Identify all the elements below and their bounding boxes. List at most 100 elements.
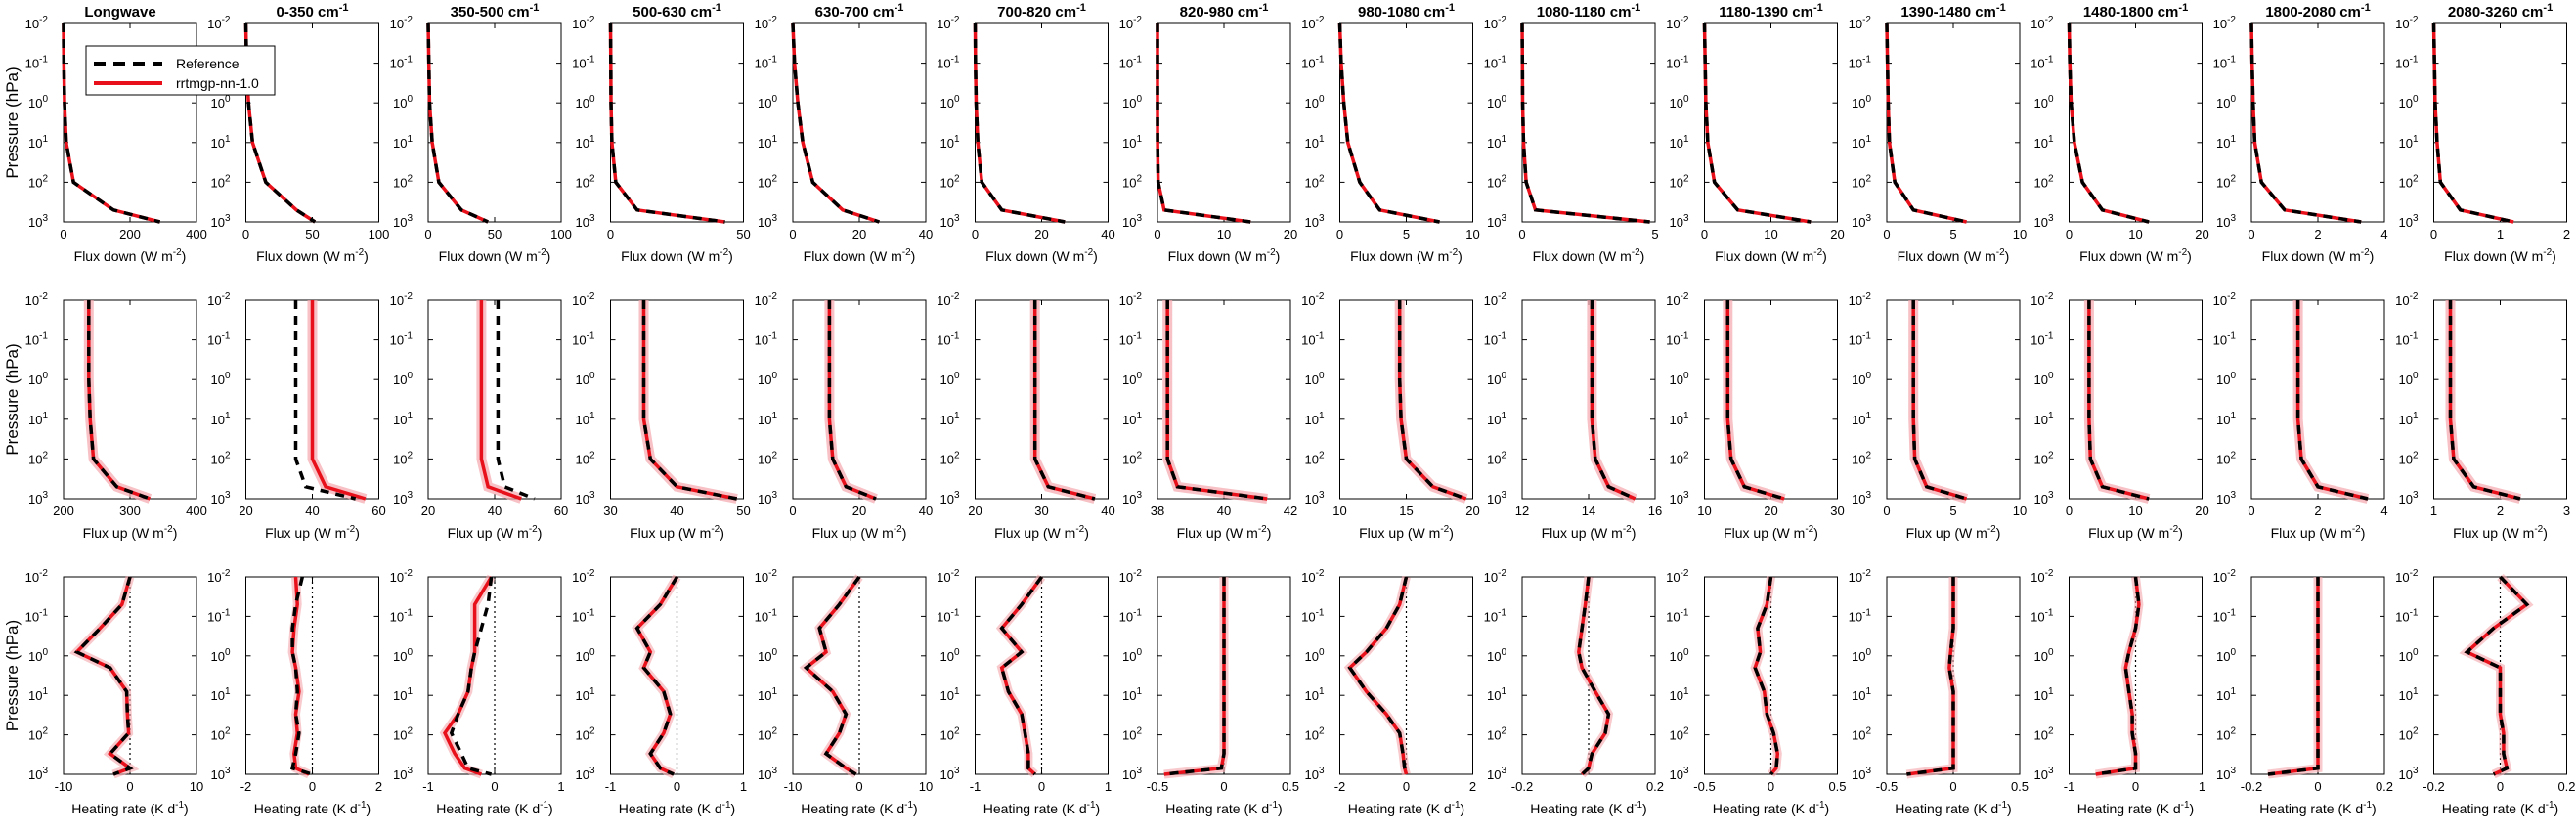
y-tick-label-exponent: -1 bbox=[2045, 331, 2054, 342]
y-tick-label-exponent: 2 bbox=[1501, 173, 1506, 184]
y-tick-label-base: 10 bbox=[937, 17, 950, 31]
y-tick-label: 102 bbox=[28, 726, 48, 743]
y-tick-label-base: 10 bbox=[390, 609, 404, 624]
y-tick-label: 10-2 bbox=[1301, 291, 1325, 308]
x-axis-label-part: Heating rate (K d bbox=[1530, 801, 1634, 816]
model-line bbox=[2249, 22, 2362, 224]
x-axis-label-part: -2 bbox=[2352, 524, 2361, 535]
y-tick-label-exponent: 2 bbox=[42, 450, 48, 460]
y-tick-label-base: 10 bbox=[937, 293, 950, 308]
x-tick-label: 2 bbox=[375, 779, 382, 794]
y-tick-label-base: 10 bbox=[1487, 215, 1501, 230]
y-tick-label: 103 bbox=[575, 213, 594, 230]
y-tick-label: 10-2 bbox=[2030, 15, 2054, 31]
reference-line bbox=[1911, 300, 1968, 501]
reference-line bbox=[2295, 300, 2369, 501]
y-tick-label-exponent: 1 bbox=[771, 686, 777, 697]
y-tick-label-exponent: -1 bbox=[1498, 331, 1506, 342]
y-tick-label-base: 10 bbox=[1666, 609, 1680, 624]
y-tick-label-base: 10 bbox=[1669, 136, 1682, 151]
model-line bbox=[1165, 300, 1268, 501]
x-axis-label-part: Heating rate (K d bbox=[2259, 801, 2363, 816]
y-tick-label-base: 10 bbox=[2033, 96, 2047, 110]
x-tick-label: -0.5 bbox=[1693, 779, 1715, 794]
y-tick-label-base: 10 bbox=[1487, 728, 1501, 743]
y-tick-label: 10-1 bbox=[390, 331, 414, 348]
y-tick-label: 103 bbox=[1669, 490, 1688, 506]
y-tick-label-exponent: 1 bbox=[1501, 134, 1506, 145]
y-tick-label-base: 10 bbox=[758, 688, 771, 703]
model-spread bbox=[1574, 576, 1614, 778]
y-tick-label-base: 10 bbox=[25, 17, 39, 31]
y-tick-label-base: 10 bbox=[575, 728, 589, 743]
x-tick-label: 20 bbox=[1830, 227, 1844, 241]
y-tick-label-exponent: 3 bbox=[2413, 490, 2419, 501]
y-tick-label-base: 10 bbox=[575, 215, 589, 230]
y-tick-label: 103 bbox=[2398, 490, 2418, 506]
y-tick-label: 100 bbox=[210, 371, 230, 387]
x-axis-label-part: ) bbox=[913, 801, 918, 816]
y-tick-label-exponent: 1 bbox=[1136, 686, 1142, 697]
y-tick-label-exponent: 1 bbox=[1865, 411, 1871, 421]
x-axis-label-part: ) bbox=[364, 248, 369, 264]
x-tick-label: 2 bbox=[2314, 504, 2321, 518]
y-tick-label: 103 bbox=[2216, 213, 2236, 230]
x-tick-label: 0 bbox=[242, 227, 249, 241]
x-tick-label: 50 bbox=[736, 227, 750, 241]
y-tick-label: 10-1 bbox=[1301, 607, 1325, 624]
model-line bbox=[1702, 22, 1812, 224]
x-tick-label: -1 bbox=[605, 779, 617, 794]
y-tick-label-base: 10 bbox=[2216, 215, 2230, 230]
y-tick-label-exponent: -2 bbox=[587, 291, 595, 302]
y-tick-label-base: 10 bbox=[2395, 609, 2409, 624]
y-tick-label: 10-1 bbox=[1666, 55, 1689, 71]
x-tick-label: 20 bbox=[968, 504, 982, 518]
y-tick-label-base: 10 bbox=[210, 767, 224, 782]
y-tick-label-base: 10 bbox=[1666, 570, 1680, 585]
y-tick-label-exponent: -2 bbox=[404, 291, 413, 302]
x-tick-label: 50 bbox=[488, 227, 502, 241]
y-tick-label: 100 bbox=[393, 647, 413, 664]
y-tick-label: 101 bbox=[758, 134, 777, 151]
x-tick-label: -10 bbox=[55, 779, 73, 794]
y-tick-label-exponent: 2 bbox=[407, 173, 413, 184]
panel-title-text: 350-500 cm bbox=[451, 4, 530, 21]
y-tick-label-exponent: 3 bbox=[2230, 213, 2236, 224]
y-tick-label: 101 bbox=[1487, 134, 1506, 151]
model-line bbox=[479, 300, 522, 501]
y-tick-label-exponent: 0 bbox=[589, 94, 595, 105]
x-axis-label-part: ) bbox=[2554, 801, 2559, 816]
x-axis-label: Flux down (W m-2) bbox=[74, 247, 187, 264]
panel-title-text: 820-980 cm bbox=[1180, 4, 1259, 21]
x-tick-label: 1 bbox=[1105, 779, 1112, 794]
y-tick-label-exponent: -1 bbox=[1133, 55, 1142, 66]
y-tick-label: 100 bbox=[2398, 647, 2418, 664]
y-tick-label-exponent: -1 bbox=[39, 607, 48, 618]
x-tick-label: 5 bbox=[1949, 227, 1956, 241]
y-tick-label: 103 bbox=[1487, 213, 1506, 230]
y-tick-label-exponent: -1 bbox=[39, 331, 48, 342]
y-tick-label: 103 bbox=[393, 490, 413, 506]
x-tick-label: 30 bbox=[1830, 504, 1844, 518]
y-tick-label-base: 10 bbox=[2395, 57, 2409, 71]
x-tick-label: 0.2 bbox=[2376, 779, 2393, 794]
y-tick-label-base: 10 bbox=[28, 728, 42, 743]
x-tick-label: 40 bbox=[919, 504, 933, 518]
y-tick-label: 103 bbox=[1852, 490, 1871, 506]
x-tick-label: 0 bbox=[2248, 227, 2254, 241]
y-tick-label: 102 bbox=[1487, 173, 1506, 190]
x-axis-label-part: Flux up (W m bbox=[1724, 525, 1805, 541]
y-tick-label-exponent: -2 bbox=[2410, 568, 2419, 579]
y-tick-label-exponent: 2 bbox=[407, 450, 413, 460]
x-axis-label: Flux down (W m-2) bbox=[439, 247, 551, 264]
y-tick-label-base: 10 bbox=[1304, 175, 1318, 190]
y-tick-label-base: 10 bbox=[393, 413, 407, 427]
y-tick-label-base: 10 bbox=[1119, 57, 1133, 71]
axes-box bbox=[427, 299, 562, 500]
